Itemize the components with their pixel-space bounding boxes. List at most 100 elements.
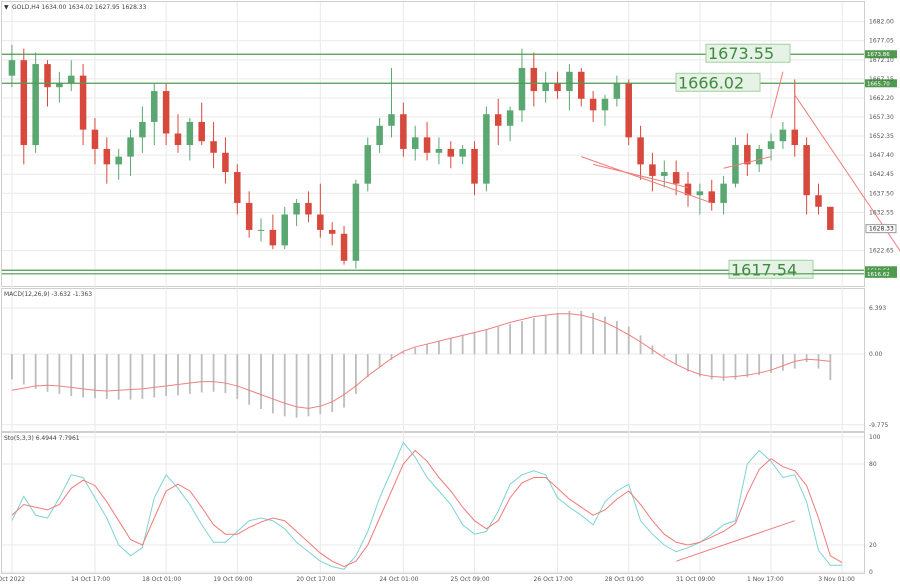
x-tick-label: 28 Oct 01:00 [605, 576, 644, 583]
candle-body [139, 121, 146, 138]
x-tick-label: 14 Oct 17:00 [71, 576, 110, 583]
candle-body [127, 137, 134, 157]
y-tick-label: 1667.15 [869, 76, 894, 83]
candle-body [115, 156, 122, 165]
y-tick-label: 1682.00 [869, 19, 894, 26]
candle-body [376, 125, 383, 146]
candle-body [530, 67, 538, 92]
price-pane[interactable] [1, 1, 865, 287]
stoch-y-tick-label: 100 [869, 434, 881, 441]
candle-body [305, 202, 312, 215]
candle-body [222, 152, 229, 173]
trend-line [794, 94, 900, 252]
x-tick-label: 31 Oct 09:00 [676, 576, 715, 583]
candle-body [198, 121, 205, 142]
x-tick-label: 20 Oct 17:00 [296, 576, 335, 583]
candle-body [210, 141, 217, 153]
candle-body [459, 148, 466, 157]
candle-body [364, 145, 372, 184]
candle-body [578, 71, 585, 99]
candle-body [542, 83, 549, 92]
candle-body [483, 114, 490, 184]
candle-body [400, 114, 407, 149]
candle-body [791, 129, 799, 146]
current-price-tag [865, 224, 897, 234]
candle-body [20, 60, 28, 146]
x-tick-label: 18 Oct 01:00 [142, 576, 181, 583]
x-tick-label: 1 Nov 17:00 [747, 576, 784, 583]
candle-body [340, 233, 348, 261]
price-title: GOLD,H4 1634.00 1634.02 1627.95 1628.33 [12, 4, 147, 11]
trend-lines [581, 71, 900, 252]
candle-body [352, 183, 360, 261]
y-tick-label: 1662.20 [869, 95, 894, 102]
level-label: 1673.55 [708, 44, 774, 63]
candle-body [779, 129, 787, 142]
candle-body [293, 202, 300, 215]
x-tick-label: 25 Oct 09:00 [451, 576, 490, 583]
y-tick-label: 1672.10 [869, 57, 894, 64]
y-tick-label: 1652.35 [869, 133, 894, 140]
stoch-d-line [11, 449, 843, 568]
candle-body [601, 98, 609, 111]
candle-body [494, 114, 502, 126]
x-tick-label: 3 Nov 01:00 [818, 576, 855, 583]
macd-pane[interactable] [1, 288, 865, 432]
stoch-y-tick-label: 0 [869, 569, 873, 576]
stoch-y-tick-label: 20 [869, 542, 877, 549]
stoch-y-tick-label: 80 [869, 461, 877, 468]
candle-body [755, 148, 763, 165]
candle-body [625, 83, 632, 138]
y-tick-label: 1677.05 [869, 38, 894, 45]
y-tick-label: 1657.30 [869, 114, 894, 121]
level-axis-tag [865, 269, 897, 278]
level-axis-tag-label: 1665.70 [867, 81, 890, 87]
stoch-title: Sto(5,3,3) 6.4944 7.7961 [4, 435, 80, 442]
x-tick-label: 26 Oct 17:00 [534, 576, 573, 583]
candle-body [744, 145, 751, 165]
y-tick-label: 1637.50 [869, 190, 894, 197]
candle-body [411, 137, 419, 149]
trend-line [723, 156, 772, 169]
candle-body [649, 164, 656, 176]
y-tick-label: 1647.40 [869, 152, 894, 159]
level-axis-tag-label: 1616.62 [867, 272, 890, 278]
candle-body [317, 214, 324, 230]
stoch-pane[interactable] [1, 432, 865, 574]
candle-body [613, 83, 621, 99]
candle-body [554, 83, 561, 92]
macd-y-tick-label: -9.775 [869, 422, 889, 429]
candle-body [269, 229, 277, 246]
candle-body [56, 83, 63, 88]
candle-body [471, 148, 478, 184]
level-label: 1617.54 [731, 260, 797, 279]
price-candles [8, 44, 834, 269]
candle-body [827, 206, 834, 230]
candle-body [388, 114, 395, 126]
candle-body [672, 172, 680, 184]
candle-body [103, 148, 111, 165]
stoch-trend-line [675, 520, 795, 562]
macd-y-tick-label: 0.00 [869, 351, 883, 358]
candle-body [696, 191, 704, 196]
candle-body [151, 91, 158, 122]
x-tick-label: 13 Oct 2022 [0, 576, 25, 583]
level-axis-tag-label: 1673.86 [867, 52, 890, 58]
candle-body [447, 148, 455, 157]
current-price-label: 1628.33 [869, 226, 894, 233]
level-axis-tag [865, 50, 897, 59]
candle-body [708, 191, 715, 203]
stoch-k-line [11, 441, 843, 570]
symbol-dropdown-icon[interactable]: ▼ [4, 4, 9, 11]
y-tick-label: 1642.45 [869, 171, 894, 178]
x-tick-label: 24 Oct 01:00 [379, 576, 418, 583]
candle-body [281, 214, 288, 246]
axes: 13 Oct 2022 14 Oct 17:00 18 Oct 01:00 19 Oc… [0, 19, 897, 583]
candle-body [803, 145, 810, 196]
level-axis-tag [865, 79, 897, 88]
macd-title: MACD(12,26,9) -3.632 -1.363 [4, 291, 92, 298]
y-tick-label: 1622.65 [869, 248, 894, 255]
candle-body [732, 145, 739, 184]
trend-line [581, 156, 712, 204]
macd-indicator [11, 310, 832, 418]
